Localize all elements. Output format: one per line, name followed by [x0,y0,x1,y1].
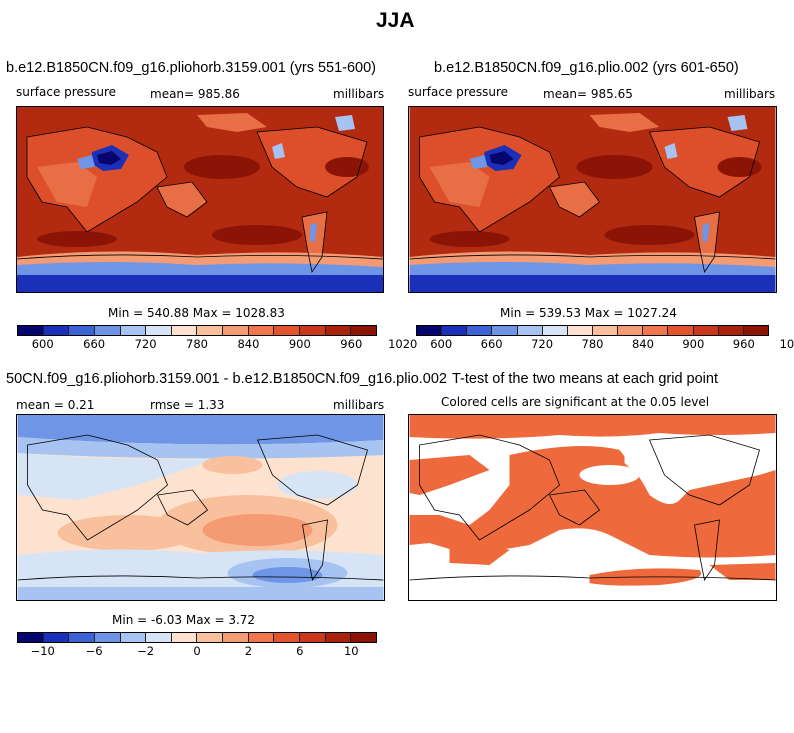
panel1-title: b.e12.B1850CN.f09_g16.pliohorb.3159.001 … [6,60,377,76]
colorbar-swatch [43,633,70,642]
panel4-title: T-test of the two means at each grid poi… [452,371,718,387]
panel1-colorbar [17,325,377,336]
colorbar-tick-label: −6 [85,644,103,658]
colorbar-swatch [325,326,352,335]
colorbar-swatch [248,633,275,642]
colorbar-swatch [18,326,44,335]
colorbar-swatch [351,326,376,335]
panel1-units: millibars [333,87,385,101]
colorbar-swatch [120,633,147,642]
colorbar-tick-label: 720 [531,337,554,351]
colorbar-tick-label: −10 [30,644,55,658]
panel1-minmax: Min = 540.88 Max = 1028.83 [108,306,285,320]
colorbar-tick-label: 10 [343,644,359,658]
colorbar-swatch [197,326,224,335]
colorbar-tick-label: 1020 [779,337,794,351]
colorbar-swatch [492,326,518,335]
colorbar-swatch [18,633,44,642]
colorbar-swatch [668,326,694,335]
colorbar-tick-label: 600 [31,337,54,351]
colorbar-tick-label: 900 [682,337,705,351]
colorbar-swatch [171,326,198,335]
panel2-colorbar [416,325,769,336]
colorbar-tick-label: 960 [732,337,755,351]
colorbar-swatch [43,326,70,335]
colorbar-swatch [248,326,275,335]
colorbar-tick-label: 660 [480,337,503,351]
panel2-map [408,106,777,293]
colorbar-swatch [300,633,326,642]
colorbar-swatch [325,633,352,642]
panel3-units: millibars [333,398,385,412]
colorbar-swatch [517,326,543,335]
colorbar-tick-label: 660 [83,337,106,351]
panel2-variable: surface pressure [408,85,508,99]
panel1-variable: surface pressure [16,85,116,99]
colorbar-swatch [467,326,493,335]
colorbar-swatch [643,326,669,335]
colorbar-tick-label: 600 [430,337,453,351]
panel3-colorbar [17,632,377,643]
panel3-map [16,414,385,601]
colorbar-swatch [223,633,249,642]
colorbar-tick-label: 0 [193,644,201,658]
colorbar-swatch [718,326,744,335]
colorbar-swatch [743,326,768,335]
panel3-rmse: rmse = 1.33 [150,398,225,412]
figure-title: JJA [376,9,415,32]
colorbar-swatch [94,633,121,642]
colorbar-swatch [567,326,593,335]
panel4-map [408,414,777,601]
colorbar-swatch [120,326,147,335]
panel2-mean: mean= 985.65 [543,87,633,101]
colorbar-tick-label: 900 [288,337,311,351]
panel1-mean: mean= 985.86 [150,87,240,101]
colorbar-swatch [223,326,249,335]
colorbar-tick-label: 6 [296,644,304,658]
panel3-mean: mean = 0.21 [16,398,95,412]
colorbar-swatch [442,326,468,335]
colorbar-swatch [94,326,121,335]
colorbar-tick-label: 840 [237,337,260,351]
colorbar-tick-label: 2 [244,644,253,658]
panel2-title: b.e12.B1850CN.f09_g16.plio.002 (yrs 601-… [434,60,739,76]
colorbar-swatch [69,633,95,642]
panel1-map [16,106,384,293]
colorbar-swatch [146,633,172,642]
colorbar-swatch [592,326,619,335]
panel3-minmax: Min = -6.03 Max = 3.72 [112,613,256,627]
colorbar-swatch [274,633,301,642]
panel2-minmax: Min = 539.53 Max = 1027.24 [500,306,677,320]
colorbar-tick-label: 720 [134,337,157,351]
colorbar-swatch [197,633,224,642]
panel2-units: millibars [724,87,776,101]
colorbar-swatch [618,326,644,335]
panel3-title: 50CN.f09_g16.pliohorb.3159.001 - b.e12.B… [6,371,447,387]
panel4-subtitle: Colored cells are significant at the 0.0… [441,395,710,409]
colorbar-swatch [146,326,172,335]
colorbar-swatch [300,326,326,335]
colorbar-tick-label: 780 [186,337,208,351]
colorbar-tick-label: 1020 [388,337,418,351]
colorbar-swatch [274,326,301,335]
colorbar-tick-label: 780 [581,337,604,351]
colorbar-swatch [542,326,568,335]
colorbar-swatch [351,633,376,642]
colorbar-swatch [171,633,198,642]
colorbar-swatch [417,326,443,335]
colorbar-tick-label: −2 [137,644,155,658]
colorbar-swatch [69,326,95,335]
colorbar-swatch [693,326,719,335]
colorbar-tick-label: 840 [631,337,654,351]
colorbar-tick-label: 960 [340,337,363,351]
